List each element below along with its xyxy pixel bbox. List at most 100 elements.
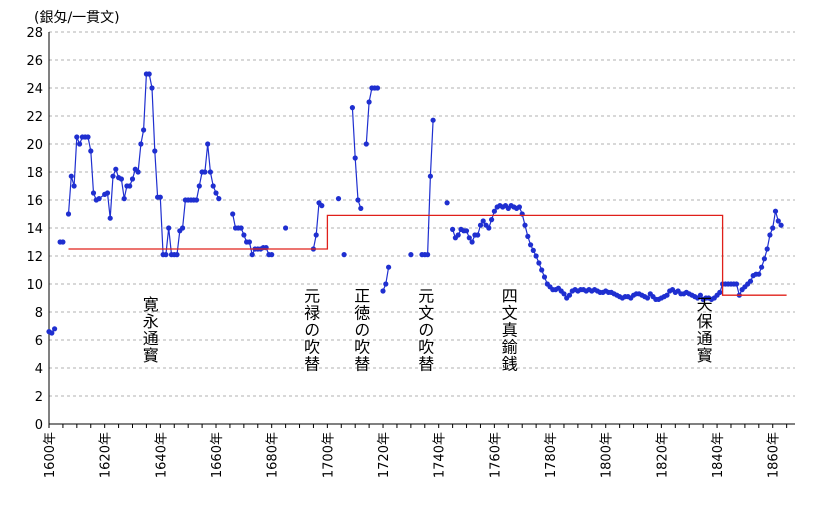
market-rate-point <box>77 141 83 147</box>
market-rate-point <box>486 225 492 231</box>
market-rate-point <box>778 222 784 228</box>
y-tick-label: 14 <box>26 222 43 237</box>
y-axis-label: (銀匁/一貫文) <box>34 9 120 26</box>
market-rate-point <box>85 134 91 140</box>
period-annotation: 四文真鍮銭 <box>499 288 518 373</box>
market-rate-point <box>764 246 770 252</box>
market-rate-point <box>366 99 372 105</box>
period-annotation: 元禄の吹替 <box>301 288 320 373</box>
y-tick-label: 28 <box>26 26 43 41</box>
y-tick-label: 20 <box>26 138 43 153</box>
market-rate-point <box>463 228 470 234</box>
x-tick-label: 1660年 <box>210 432 225 478</box>
market-rate-line <box>382 267 390 292</box>
market-rate-point <box>269 252 275 258</box>
market-rate-point <box>174 252 180 258</box>
y-tick-label: 12 <box>26 250 43 265</box>
y-tick-label: 2 <box>35 390 43 405</box>
y-tick-label: 16 <box>26 194 43 209</box>
market-rate-point <box>163 252 169 258</box>
market-rate-point <box>664 292 670 298</box>
market-rate-point <box>205 141 211 147</box>
market-rate-point <box>475 232 481 238</box>
x-tick-label: 1820年 <box>655 432 670 478</box>
market-rate-point <box>425 252 431 258</box>
market-rate-point <box>49 330 55 336</box>
market-rate-point <box>138 141 144 147</box>
market-rate-point <box>539 267 545 273</box>
annotations: 寛永通寳 元禄の吹替 正徳の吹替 元文の吹替 四文真鍮銭 天保通寳 <box>140 288 713 373</box>
market-rate-point <box>541 274 548 280</box>
x-tick-label: 1780年 <box>544 432 559 478</box>
market-rate-point <box>363 141 369 147</box>
market-rate-point <box>525 233 531 239</box>
market-rate-point <box>491 208 497 214</box>
market-rate-point <box>466 235 472 241</box>
market-rate-point <box>450 226 456 232</box>
market-rate-point <box>528 242 534 248</box>
market-rate-point <box>241 232 247 238</box>
x-tick-label: 1760年 <box>488 432 503 478</box>
market-rate-point <box>52 326 58 332</box>
market-rate-point <box>246 239 252 245</box>
market-rate-point <box>761 256 768 262</box>
market-rate-point <box>430 117 436 123</box>
market-rate-point <box>107 215 113 221</box>
y-tick-label: 26 <box>26 54 43 69</box>
market-rate-point <box>90 190 97 196</box>
market-rate-point <box>341 252 347 258</box>
market-rate-point <box>152 148 158 154</box>
market-rate-point <box>775 218 781 224</box>
market-rate-point <box>141 127 147 133</box>
market-rate-point <box>386 264 392 270</box>
market-rate-point <box>522 222 528 228</box>
market-rate-point <box>202 169 208 175</box>
y-tick-label: 8 <box>35 306 43 321</box>
market-rate-point <box>759 264 765 270</box>
market-rate-point <box>355 197 361 203</box>
market-rate-point <box>536 260 542 266</box>
market-rate-point <box>110 173 116 179</box>
market-rate-point <box>121 196 127 202</box>
market-rate-point <box>561 291 567 297</box>
market-rate-point <box>96 196 102 202</box>
market-rate-point <box>216 196 222 202</box>
market-rate-point <box>358 205 364 211</box>
market-rate-point <box>408 252 414 258</box>
market-rate-point <box>238 225 244 231</box>
y-tick-label: 6 <box>35 334 43 349</box>
market-rate-point <box>313 232 319 238</box>
x-tick-label: 1800年 <box>600 432 615 478</box>
market-rate-point <box>196 183 202 189</box>
market-rate-point <box>213 190 219 196</box>
series-layer <box>46 71 787 336</box>
market-rate-point <box>88 148 94 154</box>
market-rate-point <box>455 232 461 238</box>
market-rate-point <box>166 225 172 231</box>
market-rate-point <box>157 194 163 200</box>
market-rate-line <box>422 120 434 256</box>
market-rate-point <box>566 292 573 298</box>
y-tick-label: 4 <box>35 362 43 377</box>
y-tick-label: 24 <box>26 82 43 97</box>
x-tick-label: 1740年 <box>433 432 448 478</box>
market-rate-point <box>747 278 754 284</box>
market-rate-point <box>65 211 72 217</box>
market-rate-point <box>68 173 74 179</box>
market-rate-point <box>319 203 325 209</box>
y-tick-label: 22 <box>26 110 43 125</box>
market-rate-point <box>149 85 155 91</box>
market-rate-point <box>180 225 186 231</box>
x-tick-label: 1640年 <box>154 432 169 478</box>
x-tick-label: 1860年 <box>767 432 782 478</box>
x-tick-labels: 1600年 1620年 1640年 1660年 1680年 1700年 1720年 1740年… <box>43 432 782 478</box>
market-rate-point <box>74 134 80 140</box>
x-tick-label: 1680年 <box>266 432 281 478</box>
period-annotation: 寛永通寳 <box>140 296 159 364</box>
market-rate-point <box>127 183 133 189</box>
market-rate-point <box>129 176 136 182</box>
market-rate-point <box>469 239 475 245</box>
market-rate-point <box>60 239 66 245</box>
